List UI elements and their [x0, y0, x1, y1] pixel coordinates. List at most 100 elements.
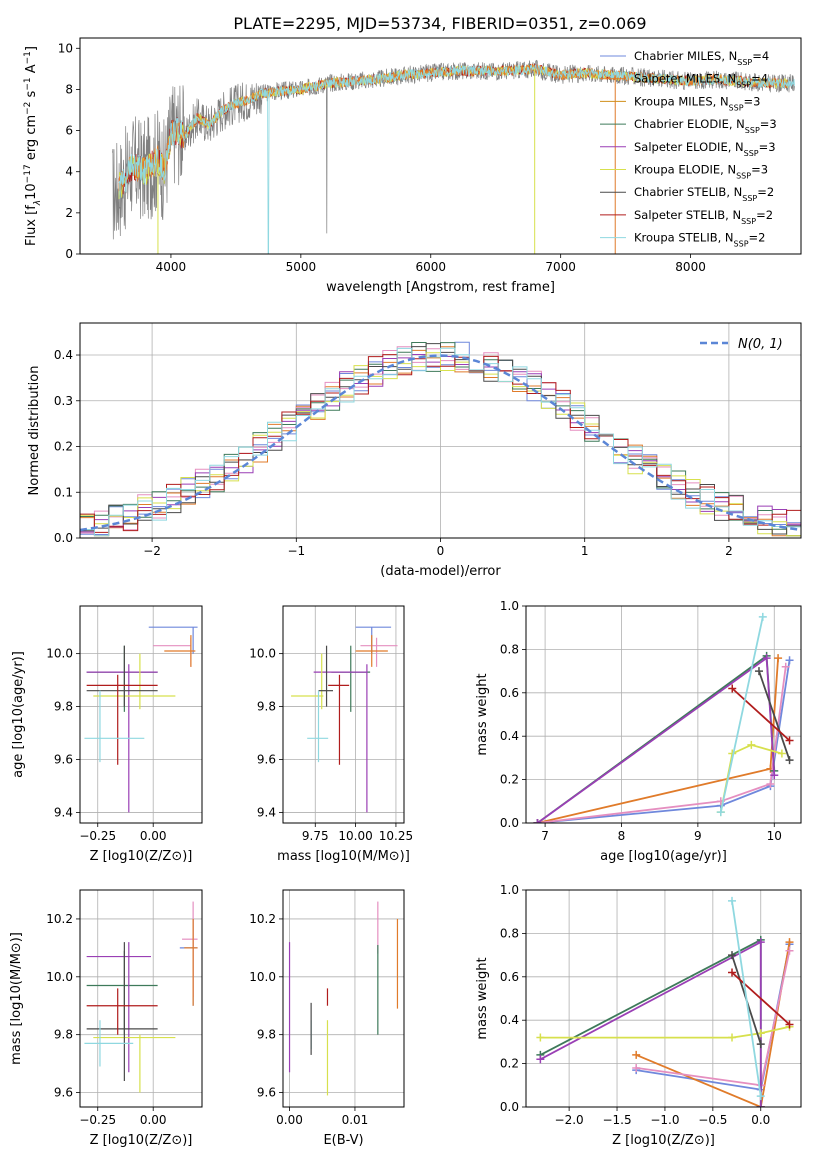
weight-point-marker	[536, 1033, 545, 1042]
x-tick-label: 10	[767, 829, 782, 843]
x-tick-label: 8	[618, 829, 626, 843]
legend-sub: SSP	[745, 126, 760, 135]
mass-vs-EBV-plot	[288, 901, 399, 1096]
y-tick-label: 9.8	[257, 700, 276, 714]
weight-point-marker	[785, 1020, 794, 1029]
x-tick-label: −0.25	[79, 829, 116, 843]
age-vs-Z-axes: −0.25 0.00 9.4 9.6 9.8 10.0	[46, 606, 202, 843]
legend-entry: Salpeter STELIB, NSSP=2	[634, 208, 773, 226]
y-tick-label: 10.0	[249, 647, 276, 661]
legend-sub: SSP	[741, 216, 756, 225]
mass-vs-EBV-axes: 0.00 0.01 9.6 9.8 10.0 10.2	[249, 890, 404, 1127]
legend-sub: SSP	[737, 58, 752, 67]
weights-vs-Z-y-label: mass weight	[475, 957, 490, 1039]
weight-series-line	[540, 1025, 790, 1039]
y-label-part: A	[24, 64, 39, 77]
y-label-part: −1	[23, 77, 33, 90]
y-tick-label: 0.8	[500, 926, 519, 940]
y-label-part: −1	[23, 51, 33, 64]
weight-point-marker	[756, 1103, 765, 1107]
weight-point-marker	[716, 808, 725, 817]
legend-entry: Chabrier STELIB, NSSP=2	[634, 185, 774, 203]
x-tick-label: 8000	[675, 260, 706, 274]
legend-count: =3	[759, 140, 776, 154]
weight-series-line	[731, 687, 791, 742]
y-tick-label: 0.1	[54, 485, 73, 499]
weight-point-marker	[766, 779, 775, 788]
x-tick-label: 6000	[415, 260, 446, 274]
y-tick-label: 10.2	[46, 912, 73, 926]
legend-count: =2	[756, 208, 773, 222]
weight-point-marker	[632, 1050, 641, 1059]
x-tick-label: −1	[287, 544, 305, 558]
y-tick-label: 9.6	[257, 752, 276, 766]
y-label-part: −2	[23, 102, 33, 115]
y-tick-label: 0.8	[500, 642, 519, 656]
mass-vs-Z-frame	[79, 889, 203, 1108]
spectrum-model-line	[118, 63, 795, 254]
x-tick-label: 0.00	[276, 1113, 303, 1127]
weights-vs-age-frame	[525, 605, 802, 824]
mass-vs-EBV-frame	[282, 889, 405, 1108]
y-tick-label: 0.3	[54, 394, 73, 408]
x-tick-label: 0.00	[140, 1113, 167, 1127]
x-tick-label: −1.5	[602, 1113, 631, 1127]
y-tick-label: 9.6	[54, 1086, 73, 1100]
y-tick-label: 0.2	[500, 773, 519, 787]
weight-point-marker	[533, 819, 542, 823]
mass-vs-Z-y-label: mass [log10(M/M⊙)]	[9, 932, 24, 1065]
weight-point-marker	[728, 951, 737, 960]
weights-vs-age-y-label: mass weight	[475, 673, 490, 755]
age-vs-mass-frame	[282, 605, 405, 824]
histogram-steps	[80, 354, 801, 533]
weight-point-marker	[756, 938, 765, 947]
histogram-steps	[80, 347, 801, 537]
legend-entry: Salpeter ELODIE, NSSP=3	[634, 140, 776, 158]
y-tick-label: 0.4	[54, 348, 73, 362]
age-vs-Z-x-label: Z [log10(Z/Z⊙)]	[90, 849, 193, 864]
y-tick-label: 9.4	[257, 805, 276, 819]
y-tick-label: 0.0	[54, 531, 73, 545]
y-label-part: ]	[24, 46, 39, 51]
weight-point-marker	[785, 938, 794, 947]
legend-entry: Salpeter MILES, NSSP=4	[634, 72, 768, 90]
x-tick-label: 4000	[156, 260, 187, 274]
weight-point-marker	[756, 1092, 765, 1101]
weights-vs-Z-frame	[525, 889, 802, 1108]
x-tick-label: −2.0	[555, 1113, 584, 1127]
legend-sub: SSP	[734, 239, 749, 248]
weight-series-line	[731, 900, 762, 1097]
y-tick-label: 9.6	[257, 1086, 276, 1100]
legend-label: Kroupa MILES, N	[634, 94, 729, 108]
y-tick-label: 1.0	[500, 883, 519, 897]
y-label-part: erg cm	[24, 115, 39, 164]
y-tick-label: 0.0	[500, 816, 519, 830]
weight-point-marker	[785, 736, 794, 745]
y-label-part: 10	[24, 183, 39, 200]
weights-vs-age-plot	[533, 612, 794, 823]
x-tick-label: 0.00	[140, 829, 167, 843]
weight-point-marker	[781, 662, 790, 671]
weight-series-line	[731, 971, 791, 1026]
residuals-y-label: Normed distribution	[27, 366, 42, 496]
weight-point-marker	[747, 740, 756, 749]
weight-series-line	[539, 940, 762, 1107]
y-tick-label: 10.2	[249, 912, 276, 926]
weights-vs-Z-plot	[536, 896, 794, 1107]
mass-vs-Z-axes: −0.25 0.00 9.6 9.8 10.0 10.2	[46, 890, 202, 1127]
weight-point-marker	[777, 749, 786, 758]
legend-entry: Kroupa ELODIE, NSSP=3	[634, 163, 768, 181]
legend-entry: Kroupa STELIB, NSSP=2	[634, 231, 765, 249]
y-tick-label: 8	[65, 82, 73, 96]
legend-label: Kroupa STELIB, N	[634, 231, 734, 245]
x-tick-label: −1.0	[650, 1113, 679, 1127]
x-tick-label: 9.75	[302, 829, 329, 843]
x-tick-label: −2	[143, 544, 161, 558]
spectrum-axes: 4000 5000 6000 7000 8000 0 2 4 6 8 10	[58, 41, 706, 274]
y-label-part: Flux [f	[24, 205, 39, 246]
legend-count: =2	[757, 185, 774, 199]
age-vs-Z-plot	[84, 626, 198, 813]
y-tick-label: 6	[65, 124, 73, 138]
weight-point-marker	[728, 1033, 737, 1042]
